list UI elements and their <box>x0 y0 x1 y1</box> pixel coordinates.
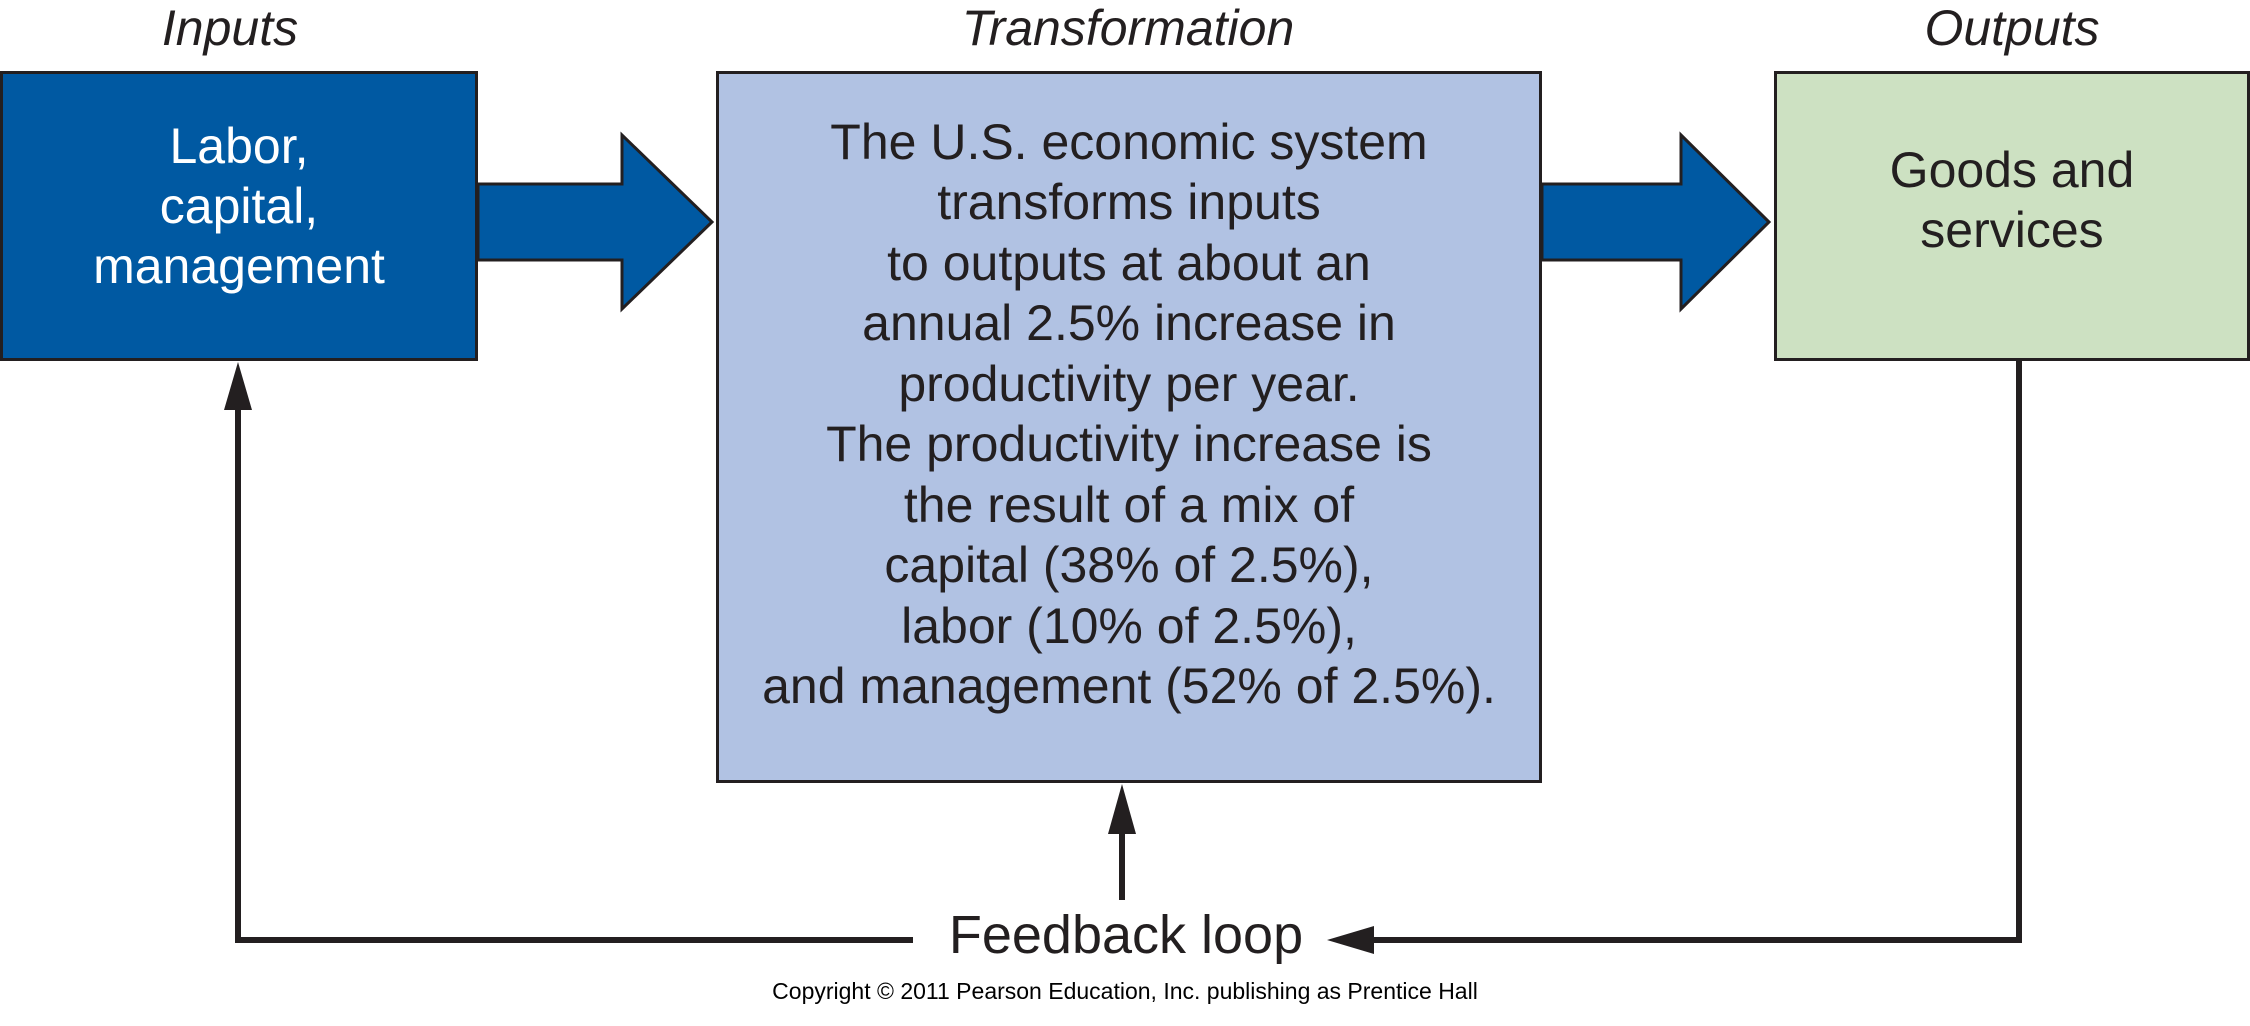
feedback-to-inputs-arrowhead-icon <box>224 362 252 410</box>
transformation-box: The U.S. economic system transforms inpu… <box>716 71 1542 783</box>
outputs-box-text: Goods and services <box>1889 142 2135 258</box>
transformation-box-text: The U.S. economic system transforms inpu… <box>762 113 1496 715</box>
inputs-to-transformation-arrow-icon <box>476 131 715 313</box>
feedback-to-transformation-arrowhead-icon <box>1108 784 1136 834</box>
transformation-to-outputs-arrow-icon <box>1540 131 1772 313</box>
feedback-loop-label: Feedback loop <box>948 905 1304 965</box>
outputs-heading: Outputs <box>1924 0 2100 56</box>
outputs-box: Goods and services <box>1774 71 2250 361</box>
feedback-arrowhead-icon <box>1327 926 1374 954</box>
inputs-box-text: Labor, capital, management <box>93 118 385 294</box>
feedback-line-to-inputs <box>235 400 913 943</box>
feedback-line-from-outputs <box>1370 361 2022 943</box>
copyright-notice: Copyright © 2011 Pearson Education, Inc.… <box>772 978 1478 1004</box>
transformation-heading: Transformation <box>961 0 1295 56</box>
inputs-heading: Inputs <box>161 0 299 56</box>
